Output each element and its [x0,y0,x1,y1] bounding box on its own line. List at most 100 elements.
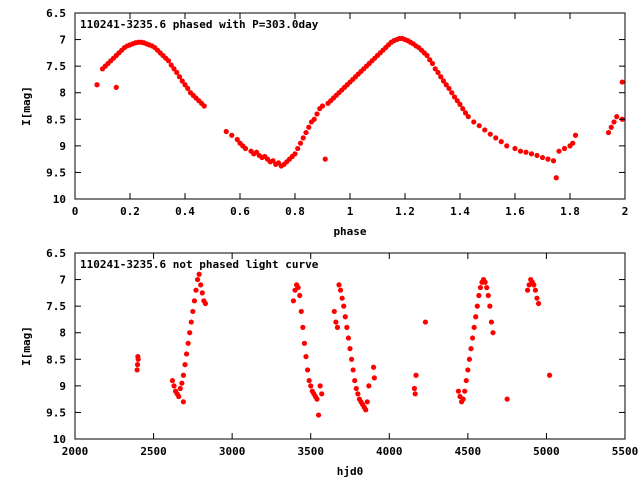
raw-data-point [304,367,311,373]
raw-data-point [180,372,187,378]
phased-y-tick-label: 10 [53,193,66,206]
raw-markers [134,271,553,418]
raw-data-point [319,391,325,397]
raw-data-point [366,383,372,389]
phased-y-tick-label: 9 [59,140,66,153]
raw-data-point [336,282,342,288]
raw-data-point [333,319,339,325]
raw-y-axis-label: I[mag] [20,326,33,366]
raw-x-tick-label: 5500 [612,445,639,458]
phased-data-point [171,66,177,72]
raw-data-point [190,308,196,315]
phased-data-point [311,116,317,122]
raw-data-point [182,362,188,368]
raw-data-point [477,284,484,291]
phased-data-point [168,62,174,68]
raw-data-point [476,292,482,299]
raw-y-tick-label: 7 [59,274,66,287]
raw-x-tick-label: 5000 [533,445,560,458]
phased-data-point [493,135,499,141]
phased-data-point [292,151,298,157]
raw-data-point [303,354,309,360]
raw-data-point [290,298,297,304]
phased-data-point [523,149,529,155]
raw-light-curve-panel: 2000 2500 3000 3500 4000 4500 5000 5500 6.5 7 7.5 8… [20,247,638,478]
phased-data-point [451,94,458,100]
raw-data-point [295,284,301,291]
phased-data-point [550,158,557,164]
phased-data-point [482,127,488,133]
phased-x-tick-label: 1 [347,205,354,218]
phased-data-point [556,148,562,154]
phased-x-axis-label: phase [333,225,366,238]
raw-data-point [194,276,201,283]
raw-data-point [411,385,418,392]
raw-y-tick-label: 8.5 [46,353,66,366]
phased-data-point [300,135,306,141]
raw-data-point [334,324,341,330]
phased-data-point [534,152,540,159]
raw-y-tick-label: 8 [59,327,66,340]
raw-data-point [315,412,322,418]
raw-data-point [187,330,193,336]
raw-data-point [171,383,177,389]
phased-data-point [440,78,447,84]
phased-x-tick-label: 1.6 [505,205,525,218]
raw-data-point [460,396,466,402]
raw-data-point [134,367,140,373]
raw-data-point [482,279,488,285]
phased-data-point [435,69,441,76]
raw-data-point [345,335,352,341]
phased-data-point [454,98,460,104]
raw-x-axis-label: hjd0 [337,465,364,478]
raw-data-point [355,391,361,397]
raw-x-tick-label: 2000 [62,445,89,458]
raw-data-point [347,346,353,352]
phased-data-point [438,74,444,80]
phased-x-tick-label: 0.6 [230,205,250,218]
raw-data-point [314,396,320,402]
phased-x-tick-label: 0.8 [285,205,305,218]
raw-data-point [301,340,308,346]
phased-data-point [165,58,172,64]
raw-data-point [185,340,191,346]
raw-data-point [337,287,344,293]
raw-x-tick-label: 4500 [455,445,482,458]
raw-data-point [177,385,183,392]
phased-data-point [176,74,183,80]
phased-data-point [539,154,546,161]
raw-data-point [193,287,199,293]
raw-data-point [546,372,553,378]
raw-data-point [484,284,490,291]
raw-data-point [317,383,323,389]
raw-x-tick-label: 4000 [376,445,403,458]
phased-data-point [465,114,471,120]
raw-y-tick-label: 7.5 [46,300,66,313]
phased-data-point [611,119,617,125]
phased-light-curve-panel: 0 0.2 0.4 0.6 0.8 1 1.2 1.4 1.6 1.8 2 6.5 7 7.5 8 8.5 9 9… [20,7,628,238]
raw-data-point [341,303,347,309]
raw-data-point [455,388,462,394]
phased-data-point [270,158,276,164]
phased-y-tick-label: 7.5 [46,60,66,73]
phased-x-tick-label: 0.4 [175,205,195,218]
raw-data-point [176,393,182,400]
raw-data-point [308,383,314,389]
raw-data-point [183,351,190,357]
phased-data-point [242,145,249,152]
raw-x-tick-label: 3000 [219,445,246,458]
raw-data-point [371,375,377,381]
phased-data-point [446,85,452,92]
phased-data-point [528,151,535,157]
raw-data-point [487,303,493,309]
phased-data-point [504,143,510,149]
raw-data-point [490,330,496,336]
raw-data-point [135,356,141,362]
raw-x-tick-label: 3500 [297,445,324,458]
phased-data-point [471,119,477,125]
raw-data-point [179,380,185,386]
phased-data-point [487,131,493,137]
raw-data-point [534,295,540,301]
phased-plot-frame [74,12,626,200]
